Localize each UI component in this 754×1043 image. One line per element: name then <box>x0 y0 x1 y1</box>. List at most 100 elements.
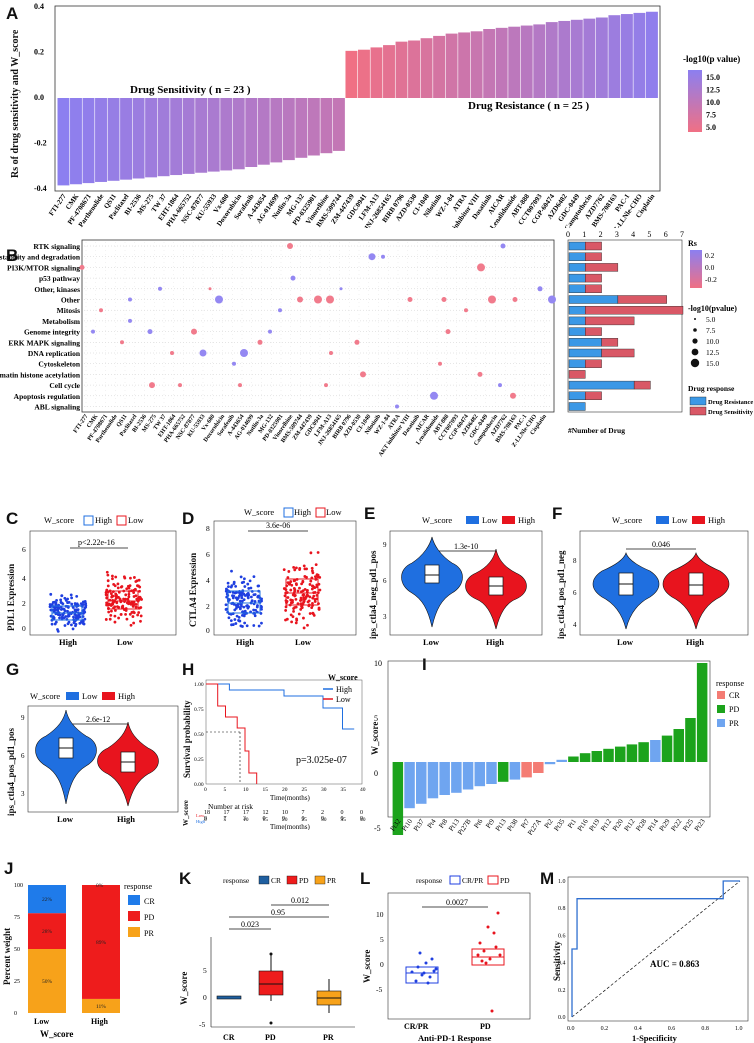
jitter-dot <box>120 605 124 609</box>
jitter-dot <box>305 575 308 579</box>
l-dot-pd <box>496 911 500 915</box>
jitter-dot <box>104 618 108 621</box>
k-legend-item: PR <box>327 876 336 885</box>
jitter-dot <box>117 616 120 620</box>
k-legend-item: PD <box>299 876 309 885</box>
risk-high: 2 <box>321 810 324 816</box>
jitter-dot <box>123 576 127 580</box>
jitter-dot <box>116 582 120 586</box>
jitter-dot <box>129 576 132 580</box>
m-x-tick: 0.4 <box>634 1026 642 1032</box>
b-dot <box>290 275 296 281</box>
jitter-dot <box>56 628 59 631</box>
panel-m: M AUC = 0.863 0.0 0.2 0.4 0.6 0.8 1.0 1.0 0.8 0… <box>538 855 754 1043</box>
b-size-tick: 15.0 <box>706 359 719 368</box>
jitter-dot <box>299 598 303 602</box>
panel-label: D <box>182 509 195 528</box>
f-pval: 0.046 <box>652 540 670 549</box>
jitter-dot <box>124 612 127 616</box>
jitter-dot <box>63 596 67 600</box>
b-bar-resistance <box>568 316 586 326</box>
jitter-dot <box>243 585 247 588</box>
h-y-tick: 0.50 <box>194 732 204 738</box>
jitter-dot <box>252 593 256 597</box>
jitter-dot <box>242 592 246 596</box>
k-pval: 0.95 <box>271 908 285 917</box>
risk-high: 7 <box>302 810 305 816</box>
f-legend-high: High <box>708 515 726 525</box>
i-x-tick: Pt27A <box>526 818 543 835</box>
b-dot <box>91 329 95 334</box>
x-tick: CR/PR <box>404 1022 429 1031</box>
jitter-dot <box>59 608 63 611</box>
b-dot <box>178 383 182 388</box>
a-bar <box>95 98 107 182</box>
box-low <box>285 578 319 606</box>
j-ylabel: Percent weight <box>2 927 12 985</box>
jitter-dot <box>113 614 117 618</box>
b-rs-tick: 0.2 <box>705 251 715 260</box>
x-tick: High <box>59 637 77 647</box>
i-x-tick: Pt22 <box>669 817 683 833</box>
jitter-dot <box>53 608 57 612</box>
b-dot <box>191 328 197 335</box>
jitter-dot <box>62 607 66 611</box>
jitter-dot <box>317 607 321 611</box>
i-legend-pd <box>717 705 725 713</box>
a-bar <box>345 50 358 98</box>
jitter-dot <box>311 612 315 616</box>
b-dot <box>329 351 333 355</box>
jitter-dot <box>107 610 111 614</box>
jitter-dot <box>303 567 307 571</box>
jitter-dot <box>124 597 127 601</box>
a-bar <box>57 98 70 186</box>
x-tick: High <box>236 637 254 647</box>
risk-high: 12 <box>263 810 269 816</box>
b-dot <box>324 383 328 388</box>
b-bar-sensitivity <box>617 295 667 304</box>
g-pval: 2.6e-12 <box>86 715 110 724</box>
jitter-dot <box>245 624 249 628</box>
a-y-tick: -0.2 <box>34 139 47 148</box>
jitter-dot <box>226 581 230 585</box>
risk-high: 0 <box>341 810 344 816</box>
c-legend-key <box>83 515 94 526</box>
jitter-dot <box>311 571 315 575</box>
l-legend-key <box>487 875 499 885</box>
i-bar <box>614 746 626 762</box>
b-dot <box>368 253 376 261</box>
b-bar-tick: 1 <box>582 230 586 239</box>
b-row-label: Chromatin histone acetylation <box>0 370 81 379</box>
risk-low: 3 <box>243 816 246 822</box>
e-pval: 1.3e-10 <box>454 542 478 551</box>
a-bar <box>270 98 283 163</box>
jitter-dot <box>115 601 119 605</box>
jitter-dot <box>253 600 257 603</box>
jitter-dot <box>135 597 139 601</box>
i-x-tick: Pt27B <box>456 817 473 835</box>
b-bar-sensitivity <box>568 370 586 379</box>
m-y-tick: 0.8 <box>558 906 566 912</box>
a-bar <box>470 31 483 98</box>
jitter-dot <box>138 585 142 589</box>
jitter-dot <box>122 597 125 601</box>
a-bar <box>332 98 345 151</box>
jitter-dot <box>246 596 250 600</box>
jitter-dot <box>127 595 131 599</box>
jitter-dot <box>247 605 251 609</box>
j-y-tick: 50 <box>14 947 20 953</box>
j-y-tick: 100 <box>14 883 23 889</box>
x-tick: High <box>91 1017 108 1026</box>
jitter-dot <box>114 592 118 596</box>
y-tick: 5 <box>203 966 207 975</box>
b-dot <box>79 264 85 270</box>
jitter-dot <box>125 587 129 591</box>
h-risk-row-label: Low <box>196 813 205 818</box>
i-bar <box>439 762 450 795</box>
panel-label: H <box>182 660 195 679</box>
l-ylabel: W_score <box>362 949 372 983</box>
panel-c: C W_score High Low p<2.22e-16 High Low 6… <box>0 505 180 655</box>
panel-a: A Drug Sensitivity ( n = 23 ) Drug Resis… <box>0 0 754 228</box>
b-resp-title: Drug response <box>688 384 735 393</box>
